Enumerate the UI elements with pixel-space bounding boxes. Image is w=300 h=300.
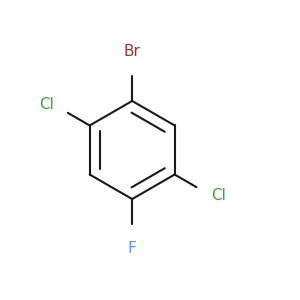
Text: Br: Br bbox=[124, 44, 141, 59]
Text: Cl: Cl bbox=[211, 188, 226, 203]
Text: Cl: Cl bbox=[39, 97, 54, 112]
Text: F: F bbox=[128, 241, 136, 256]
